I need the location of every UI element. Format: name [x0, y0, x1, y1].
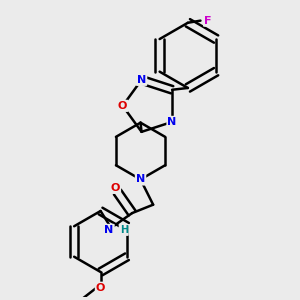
- Text: N: N: [167, 117, 177, 127]
- Text: O: O: [118, 101, 127, 111]
- Text: O: O: [96, 283, 105, 293]
- Text: H: H: [120, 225, 128, 235]
- Text: N: N: [137, 75, 146, 85]
- Text: N: N: [136, 174, 145, 184]
- Text: N: N: [104, 225, 114, 235]
- Text: F: F: [204, 16, 212, 26]
- Text: O: O: [111, 183, 120, 193]
